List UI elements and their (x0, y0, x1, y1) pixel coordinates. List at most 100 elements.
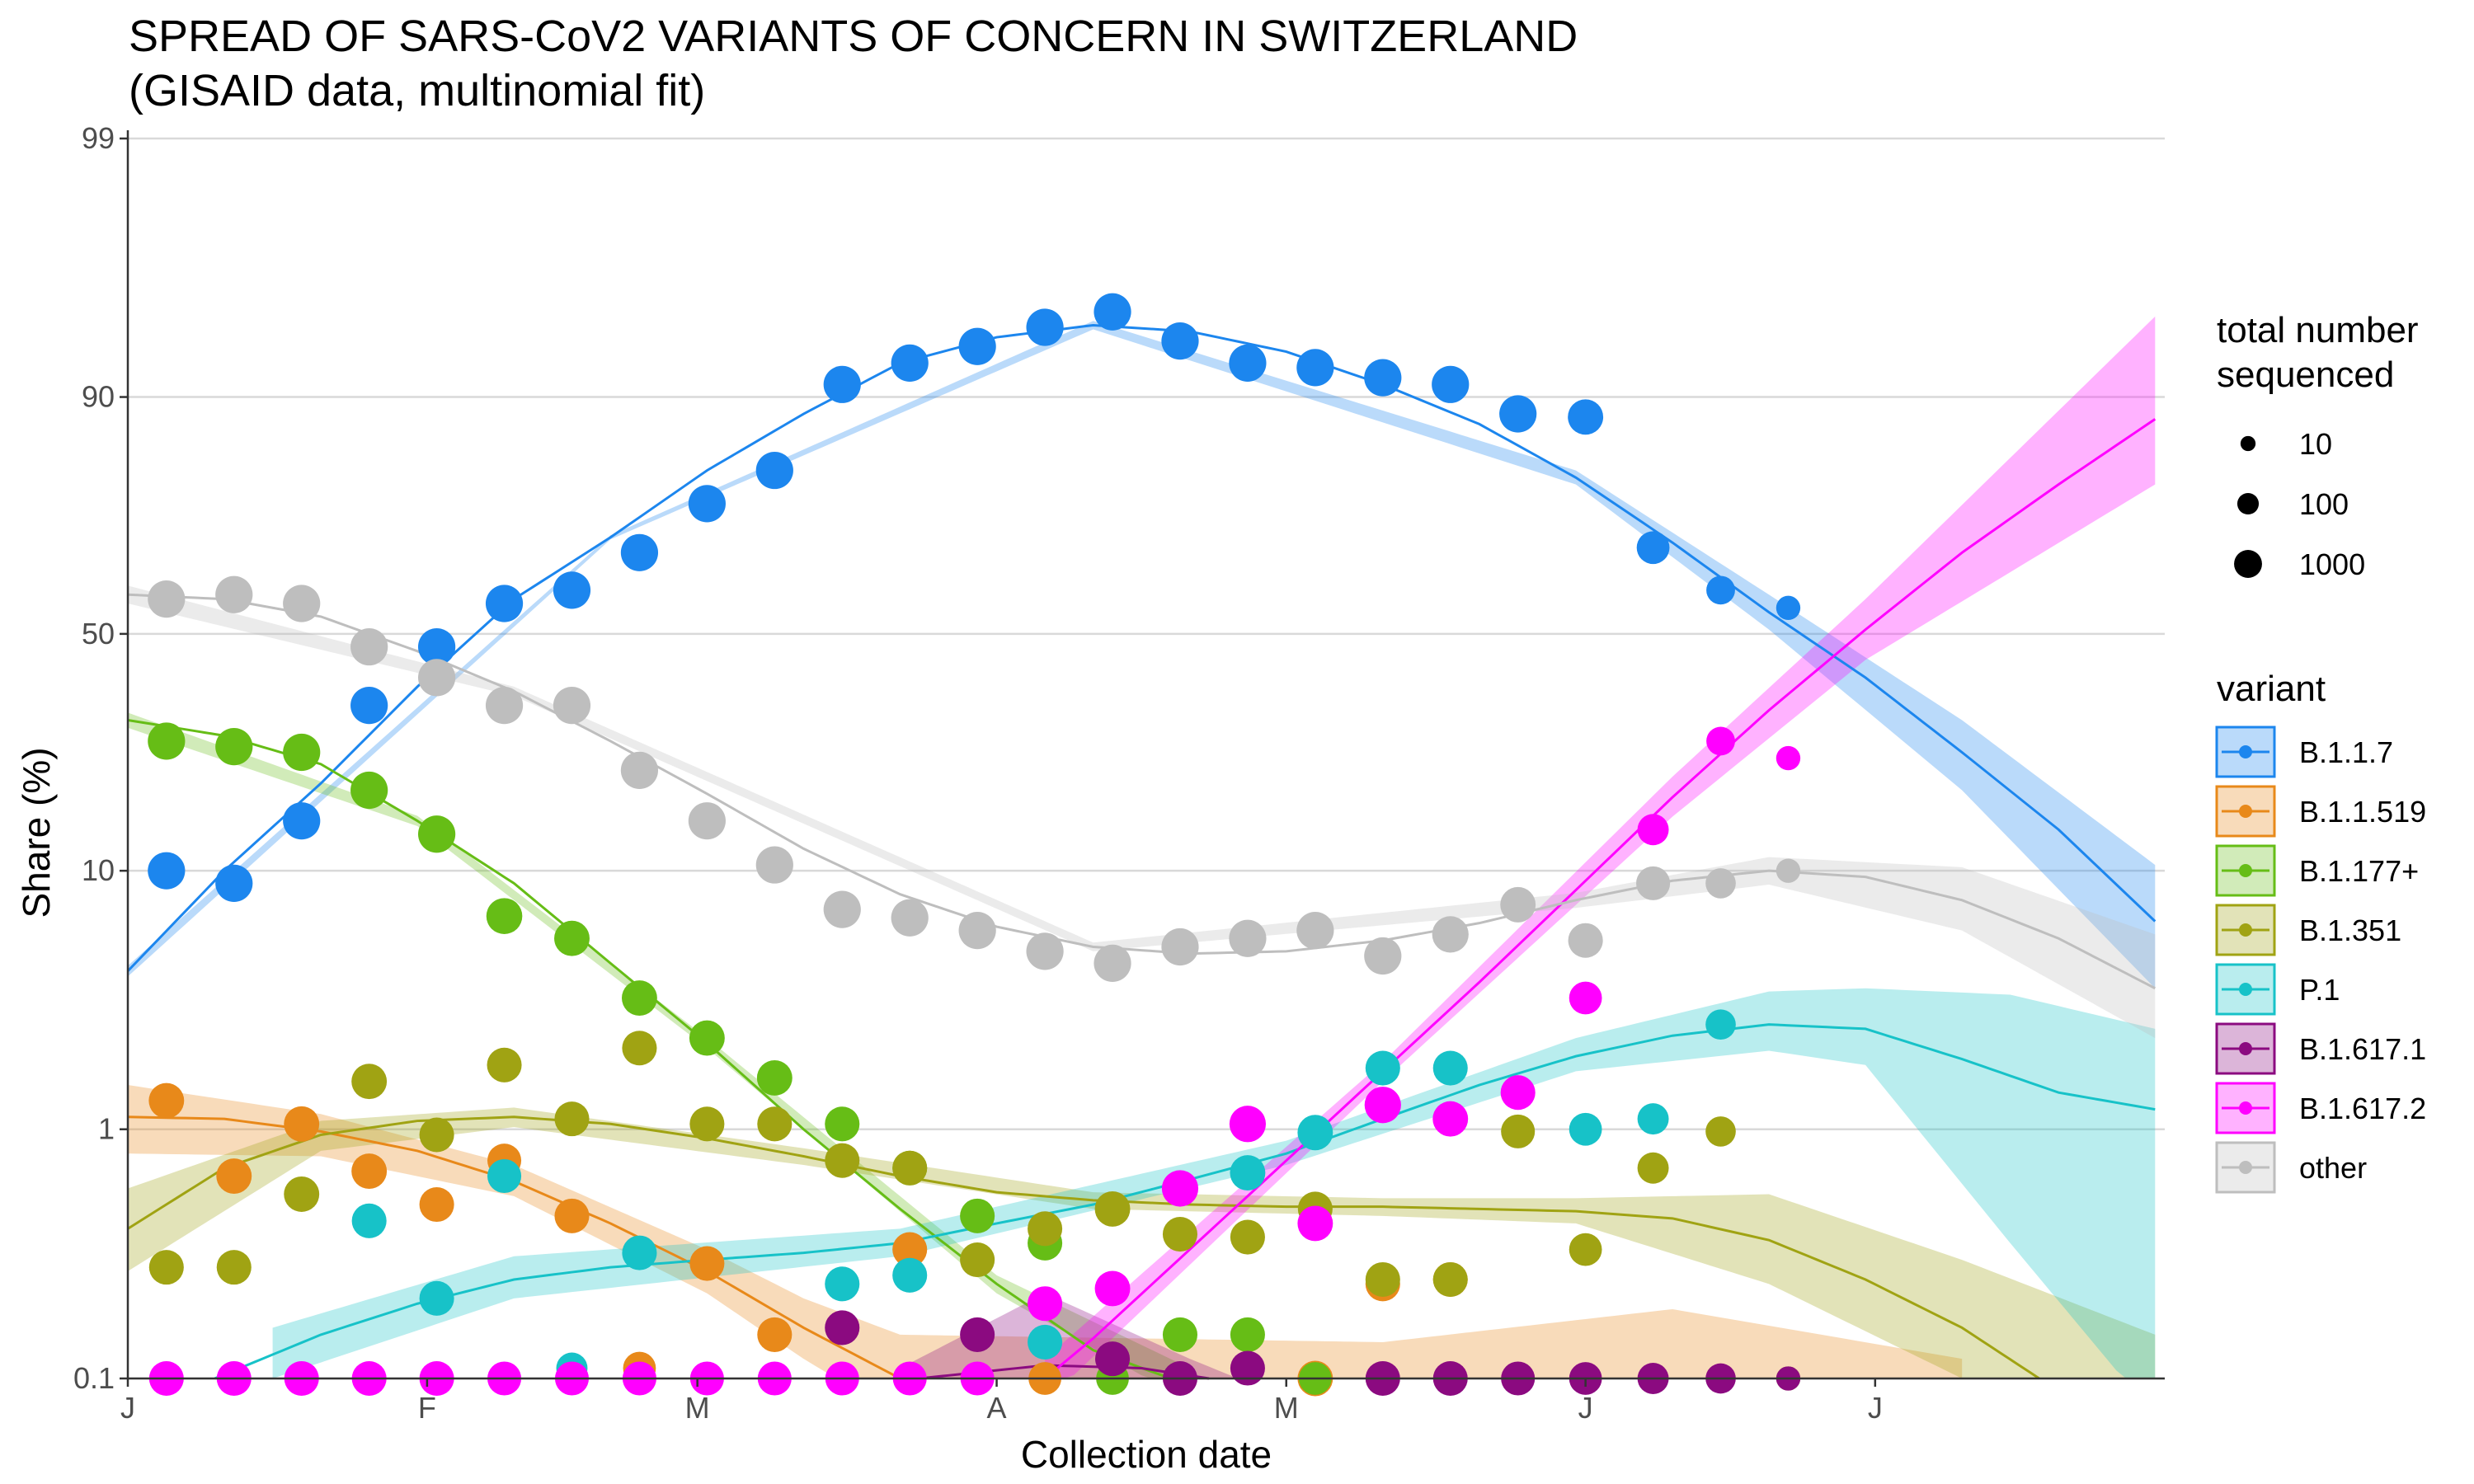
point-other (1364, 937, 1402, 975)
point-p-1 (1637, 1103, 1669, 1135)
point-b-1-1-519 (284, 1106, 320, 1142)
point-b-1-617-2 (1094, 1270, 1131, 1307)
data-points (148, 293, 1801, 1397)
point-b-1-177- (486, 898, 523, 934)
legend-label: P.1 (2299, 973, 2340, 1007)
variant-legend-title: variant (2217, 669, 2326, 709)
y-tick-label: 90 (82, 380, 115, 414)
point-b-1-1-519 (689, 1246, 725, 1281)
point-p-1 (351, 1203, 387, 1238)
point-b-1-617-2 (1432, 1101, 1469, 1137)
point-b-1-617-2 (1229, 1106, 1267, 1143)
legend-key-dot (2239, 923, 2252, 937)
point-b-1-1-7 (1776, 595, 1801, 621)
point-b-1-617-2 (1364, 1087, 1401, 1124)
size-legend-label: 10 (2299, 427, 2332, 461)
point-p-1 (1569, 1112, 1602, 1146)
point-other (620, 751, 659, 789)
point-other (1026, 932, 1064, 970)
point-other (1500, 886, 1536, 923)
point-b-1-177- (1162, 1317, 1198, 1352)
point-other (1776, 858, 1801, 883)
point-p-1 (1365, 1050, 1400, 1086)
point-b-1-1-7 (350, 686, 388, 725)
point-b-1-1-7 (1636, 531, 1670, 565)
point-b-1-1-7 (688, 485, 726, 523)
legend-label: B.1.1.7 (2299, 735, 2393, 769)
point-b-1-351 (284, 1176, 320, 1212)
point-p-1 (622, 1235, 657, 1270)
point-b-1-351 (1637, 1152, 1669, 1184)
point-b-1-1-7 (283, 802, 321, 840)
point-b-1-1-7 (1706, 575, 1735, 605)
point-b-1-351 (216, 1250, 252, 1285)
size-legend-key (2236, 492, 2260, 515)
band-b-1-617-1 (900, 1293, 1239, 1378)
legend-key-dot (2239, 1042, 2252, 1055)
point-b-1-351 (1501, 1114, 1536, 1148)
point-other (1636, 866, 1671, 900)
point-b-1-617-2 (1500, 1075, 1536, 1111)
y-tick-label: 1 (98, 1112, 115, 1146)
point-b-1-177- (148, 722, 186, 760)
point-b-1-1-7 (891, 344, 929, 382)
point-b-1-617-1 (1094, 1341, 1131, 1377)
point-b-1-617-2 (1637, 814, 1669, 846)
size-legend-title: sequenced (2217, 355, 2394, 395)
point-other (1705, 868, 1736, 899)
point-p-1 (1028, 1324, 1063, 1360)
point-b-1-177- (621, 980, 657, 1016)
point-b-1-1-519 (351, 1153, 388, 1190)
point-b-1-351 (1094, 1190, 1131, 1227)
point-b-1-177- (215, 728, 253, 766)
point-b-1-351 (1230, 1219, 1265, 1255)
legend-key-dot (2239, 745, 2252, 758)
point-b-1-351 (892, 1150, 928, 1186)
point-other (1568, 923, 1603, 958)
point-b-1-1-7 (215, 864, 253, 902)
point-other (891, 899, 929, 937)
y-tick-label: 10 (82, 853, 115, 887)
point-other (688, 802, 726, 840)
band-p-1 (272, 988, 2156, 1378)
legend: total number sequenced 10 100 1000 variant B.1… (2215, 310, 2426, 1194)
point-other (958, 912, 996, 950)
point-b-1-1-519 (216, 1158, 252, 1194)
point-other (1432, 916, 1469, 953)
point-b-1-617-2 (1706, 726, 1735, 756)
point-b-1-177- (960, 1198, 995, 1233)
point-b-1-1-7 (1364, 359, 1402, 397)
point-b-1-1-519 (419, 1186, 454, 1223)
x-axis-title: Collection date (1021, 1433, 1272, 1476)
point-b-1-617-2 (1161, 1170, 1199, 1207)
point-other (1161, 928, 1199, 966)
point-b-1-1-7 (1568, 399, 1604, 435)
legend-key-dot (2239, 1161, 2252, 1174)
point-b-1-1-7 (1026, 308, 1064, 346)
point-b-1-177- (417, 815, 456, 853)
point-b-1-177- (554, 920, 590, 956)
point-b-1-177- (283, 733, 321, 772)
point-b-1-1-7 (1499, 395, 1537, 433)
point-b-1-177- (689, 1020, 725, 1056)
point-p-1 (487, 1158, 522, 1194)
point-b-1-1-7 (1094, 293, 1131, 331)
point-b-1-351 (825, 1143, 860, 1178)
point-b-1-1-7 (1432, 365, 1470, 403)
point-other (553, 686, 591, 725)
point-b-1-1-7 (553, 571, 591, 609)
point-b-1-1-7 (823, 365, 861, 403)
legend-key-dot (2239, 983, 2252, 996)
point-other (417, 659, 456, 697)
point-p-1 (1297, 1115, 1333, 1151)
fit-b-1-1-7 (126, 323, 2157, 972)
point-other (823, 890, 861, 928)
chart-subtitle: (GISAID data, multinomial fit) (129, 66, 705, 115)
point-p-1 (1432, 1050, 1468, 1086)
point-b-1-351 (419, 1117, 454, 1153)
legend-label: B.1.617.2 (2299, 1092, 2426, 1125)
point-other (1296, 912, 1334, 950)
point-b-1-351 (351, 1064, 388, 1100)
fit-other (127, 593, 2156, 990)
point-b-1-617-2 (1776, 745, 1801, 771)
